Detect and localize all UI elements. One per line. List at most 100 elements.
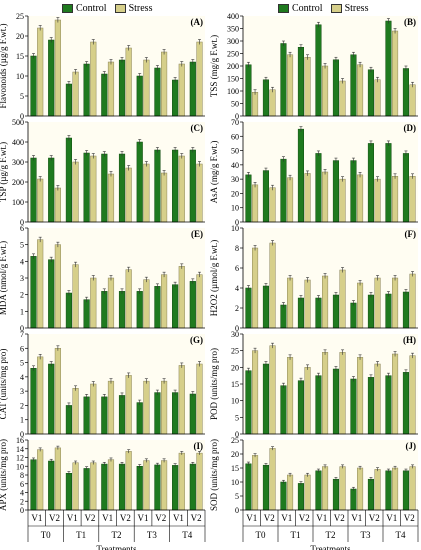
chart-panel-b: 0 50 100 150 200 250 300 350 400 (B) TSS (mg/g F.w… <box>209 12 418 121</box>
bar-control <box>332 160 339 223</box>
bar-stress <box>287 54 294 117</box>
bar-stress <box>392 353 399 435</box>
chart-panel-d: 0 10 20 30 40 50 60 70 (D) AsA (mg/g F.wt.) <box>209 118 418 227</box>
panel-label: (A) <box>191 17 204 27</box>
y-tick-label: 10 <box>231 478 239 487</box>
y-tick-label: 50 <box>231 100 239 109</box>
y-tick-label: 5 <box>20 359 24 368</box>
bar-control <box>172 465 179 511</box>
bar-stress <box>392 30 399 117</box>
bar-control <box>280 158 287 223</box>
panel-label: (D) <box>404 123 417 133</box>
bar-stress <box>322 275 329 329</box>
bar-stress <box>54 19 61 117</box>
y-tick-label: 150 <box>227 75 239 84</box>
y-tick-label: 0 <box>20 324 24 333</box>
bar-stress <box>72 264 79 329</box>
y-tick-label: 20 <box>231 450 239 459</box>
bar-stress <box>37 27 44 117</box>
bar-control <box>245 64 252 117</box>
bar-stress <box>252 350 259 435</box>
plot-area <box>28 334 205 434</box>
bar-stress <box>90 41 97 117</box>
y-tick-label: 25 <box>16 12 24 21</box>
bar-stress <box>54 244 61 329</box>
bar-control <box>83 468 90 511</box>
bar-stress <box>339 466 346 511</box>
bar-control <box>332 294 339 329</box>
cultivar-label: V1 <box>173 513 184 523</box>
treatment-group-label: T0 <box>41 530 51 540</box>
bar-stress <box>72 388 79 435</box>
bar-stress <box>196 452 203 511</box>
plot-area <box>243 228 418 328</box>
legend-label-stress: Stress <box>128 3 153 14</box>
bar-control <box>83 152 90 223</box>
bar-stress <box>72 462 79 511</box>
bar-control <box>367 377 374 435</box>
y-tick-label: 15 <box>16 52 24 61</box>
panel-label: (E) <box>191 229 203 239</box>
treatment-group-label: T1 <box>76 530 86 540</box>
y-tick-label: 16 <box>16 436 24 445</box>
bar-control <box>315 153 322 223</box>
cultivar-label: V2 <box>120 513 131 523</box>
y-tick-label: 7 <box>20 330 24 339</box>
bar-control <box>30 55 37 117</box>
bar-stress <box>107 380 115 435</box>
cultivar-label: V1 <box>316 513 327 523</box>
bar-control <box>118 463 126 511</box>
y-tick-label: 300 <box>12 158 24 167</box>
y-tick-label: 3 <box>20 274 24 283</box>
y-tick-label: 0 <box>20 218 24 227</box>
bar-stress <box>107 277 115 329</box>
bar-control <box>189 463 196 511</box>
y-axis-label: TSS (mg/g F.wt.) <box>209 35 219 97</box>
plot-area <box>28 228 205 328</box>
bar-control <box>385 470 392 511</box>
bar-stress <box>143 163 150 223</box>
bar-control <box>297 483 304 511</box>
chart-panel-h: 0 5 10 15 20 25 30 (H) POD (units/mg pro) <box>209 330 418 439</box>
cultivar-label: V2 <box>49 513 60 523</box>
bar-stress <box>287 177 294 223</box>
bar-control <box>402 372 409 435</box>
bar-stress <box>357 357 364 435</box>
y-tick-label: 50 <box>231 147 239 156</box>
bar-stress <box>161 380 168 435</box>
treatment-group-label: T0 <box>256 530 266 540</box>
y-tick-label: 400 <box>12 138 24 147</box>
bar-control <box>172 392 179 435</box>
bar-stress <box>161 274 168 329</box>
y-axis-label: MDA (nmol/g F.wt.) <box>0 241 8 315</box>
y-tick-label: 15 <box>231 380 239 389</box>
bar-stress <box>161 51 168 117</box>
bar-control <box>83 299 90 329</box>
y-tick-label: 20 <box>231 189 239 198</box>
cultivar-label: V1 <box>31 513 42 523</box>
bar-control <box>83 396 90 435</box>
legend-swatch-control <box>62 4 73 13</box>
bar-control <box>315 24 322 117</box>
plot-area <box>28 122 205 222</box>
chart-panel-f: 0 2 4 6 8 10 (F) H2O2 (µmol/g F.wt.) <box>209 224 418 333</box>
bar-stress <box>178 266 185 329</box>
bar-control <box>385 375 392 435</box>
bar-stress <box>374 178 381 223</box>
cultivar-label: V1 <box>386 513 397 523</box>
panel-label: (H) <box>403 335 416 345</box>
bar-stress <box>54 187 61 223</box>
bar-control <box>172 149 179 223</box>
bar-control <box>350 302 357 329</box>
bar-control <box>350 378 357 435</box>
bar-stress <box>107 61 115 117</box>
plot-area <box>243 16 418 116</box>
bar-control <box>101 291 108 329</box>
y-tick-label: 5 <box>235 413 239 422</box>
y-tick-label: 8 <box>235 244 239 253</box>
y-tick-label: 2 <box>20 497 24 506</box>
y-tick-label: 30 <box>231 330 239 339</box>
cultivar-label: V2 <box>264 513 275 523</box>
bar-control <box>297 47 304 117</box>
bar-stress <box>322 466 329 511</box>
